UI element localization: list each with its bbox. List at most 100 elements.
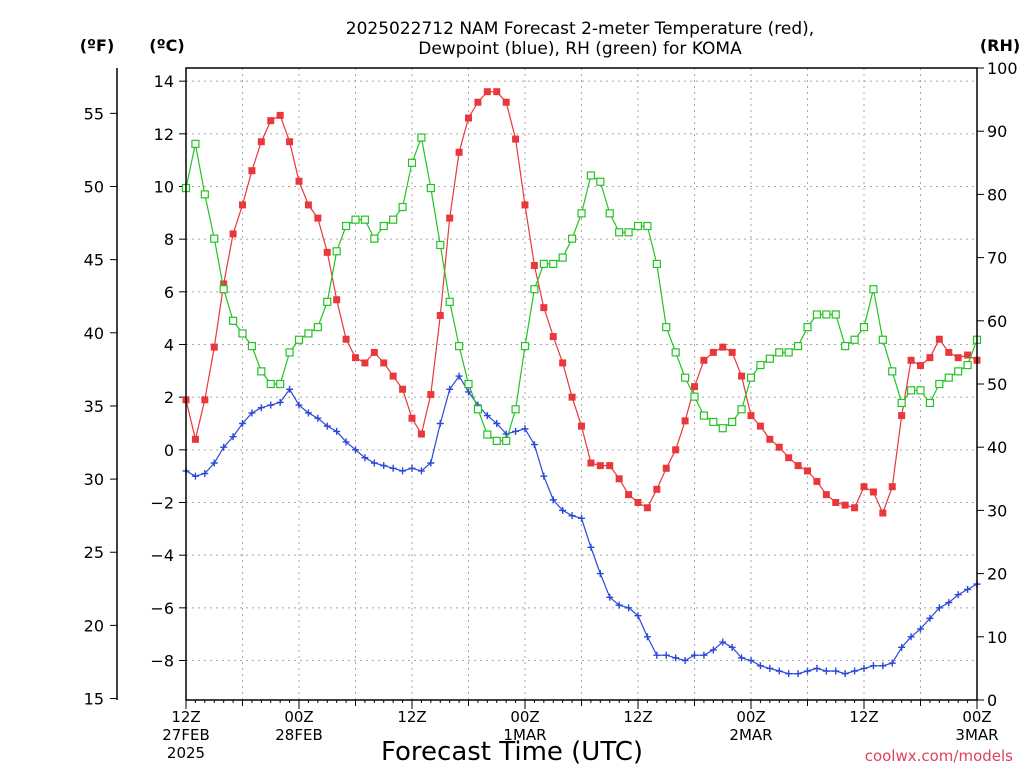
rh-point: [304, 329, 313, 338]
temperature-point: [672, 446, 680, 454]
dewpoint-point: [239, 420, 246, 427]
rh-point: [417, 133, 426, 142]
fahrenheit-tick-label: 50: [84, 178, 104, 197]
dewpoint-point: [220, 443, 228, 451]
rh-point: [379, 221, 388, 231]
x-tick-label: 3MAR: [955, 726, 998, 744]
dewpoint-point: [578, 514, 585, 522]
rh-point: [567, 234, 577, 243]
rh-point: [718, 424, 727, 433]
celsius-tick-label: 8: [164, 230, 174, 249]
temperature-point: [841, 501, 849, 509]
dewpoint-point: [653, 651, 661, 659]
rh-point: [869, 285, 878, 294]
rh-point: [793, 341, 803, 351]
rh-point: [210, 234, 219, 243]
dewpoint-point: [342, 438, 350, 446]
dewpoint-point: [399, 467, 407, 475]
rh-point: [822, 310, 831, 319]
rh-point: [200, 190, 209, 199]
temperature-point: [728, 348, 736, 356]
rh-tick-label: 0: [987, 691, 997, 710]
temperature-point: [775, 443, 783, 451]
dewpoint-point: [662, 651, 670, 659]
dewpoint-point: [304, 409, 312, 417]
dewpoint-point: [314, 414, 322, 422]
dewpoint-point: [794, 670, 802, 678]
dewpoint-point: [709, 646, 717, 654]
dewpoint-point: [201, 470, 209, 478]
temperature-point: [201, 396, 209, 404]
dewpoint-point: [267, 401, 275, 409]
rh-point: [257, 367, 266, 376]
rh-point: [238, 329, 247, 338]
rh-point: [925, 398, 935, 408]
rh-point: [633, 221, 643, 231]
rh-point: [803, 323, 812, 332]
x-tick-label: 00Z: [736, 708, 765, 726]
dewpoint-point: [587, 543, 595, 551]
dewpoint-point: [295, 401, 303, 409]
dewpoint-point: [691, 651, 698, 659]
fahrenheit-tick-label: 15: [84, 690, 104, 709]
temperature-point: [361, 359, 369, 367]
temperature-point: [879, 509, 887, 517]
x-axis-label: Forecast Time (UTC): [381, 737, 643, 767]
celsius-tick-label: 12: [154, 125, 174, 144]
temperature-point: [521, 201, 529, 209]
rh-point: [247, 341, 257, 351]
dewpoint-series: [182, 372, 981, 678]
celsius-tick-label: 6: [164, 283, 174, 302]
temperature-point: [530, 262, 538, 269]
rh-point: [615, 228, 624, 237]
dewpoint-point: [361, 454, 369, 462]
series-layer: [181, 88, 982, 678]
fahrenheit-tick-label: 30: [84, 470, 104, 489]
rh-point: [859, 323, 869, 332]
temperature-point: [239, 201, 246, 209]
rh-tick-label: 30: [987, 501, 1007, 520]
temperature-point: [267, 117, 275, 125]
celsius-tick-label: −2: [150, 494, 174, 513]
temperature-point: [474, 98, 482, 106]
dewpoint-point: [879, 662, 887, 670]
temperature-point: [945, 348, 953, 356]
dewpoint-point: [945, 599, 953, 607]
dewpoint-point: [841, 670, 849, 678]
dewpoint-point: [634, 612, 642, 620]
temperature-point: [314, 214, 322, 222]
x-tick-label: 2025: [167, 744, 205, 762]
dewpoint-point: [898, 643, 906, 651]
rh-point: [454, 341, 464, 351]
rh-point: [831, 310, 840, 319]
dewpoint-point: [700, 651, 708, 659]
dewpoint-point: [728, 643, 736, 651]
dewpoint-point: [672, 654, 680, 662]
rh-point: [662, 323, 671, 332]
rh-point: [360, 215, 370, 224]
temperature-point: [380, 359, 388, 367]
chart-title-line1: 2025022712 NAM Forecast 2-meter Temperat…: [346, 19, 814, 39]
celsius-tick-label: 14: [154, 72, 174, 91]
rh-point: [285, 348, 294, 357]
rh-point: [492, 436, 501, 445]
temperature-point: [756, 422, 764, 430]
temperature-point: [606, 462, 614, 470]
temperature-point: [888, 483, 896, 491]
dewpoint-point: [606, 593, 614, 601]
dewpoint-point: [257, 404, 265, 412]
rh-point: [765, 354, 774, 363]
temperature-point: [813, 477, 821, 485]
temperature-point: [643, 504, 651, 512]
temperature-point: [785, 454, 793, 462]
dewpoint-point: [417, 467, 425, 475]
temperature-point: [286, 138, 294, 146]
rh-point: [916, 386, 925, 395]
temperature-point: [549, 333, 557, 341]
temperature-point: [869, 488, 877, 496]
temperature-point: [257, 138, 265, 146]
rh-tick-label: 50: [987, 375, 1007, 394]
rh-point: [341, 221, 351, 231]
dewpoint-point: [747, 657, 755, 664]
